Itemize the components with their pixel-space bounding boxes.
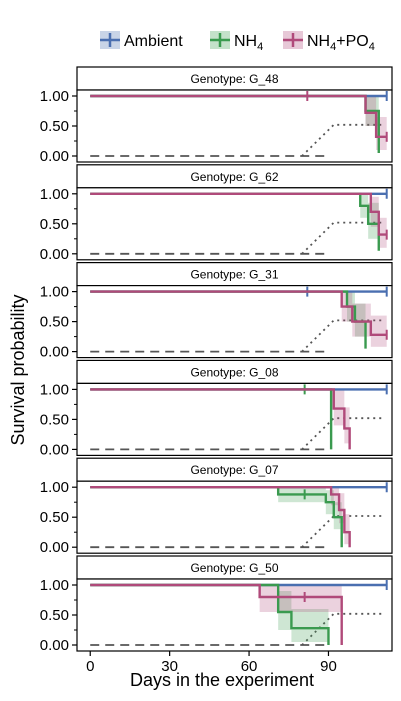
plot-area	[90, 384, 388, 451]
legend-label: Ambient	[124, 33, 183, 50]
x-tick-label: 90	[320, 658, 337, 675]
survival-line-nh4-po4	[90, 583, 343, 645]
facet-panel-g-07: Genotype: G_07 0.00 0.50 1.00	[40, 457, 393, 556]
plot-frame	[76, 578, 393, 652]
ci-band-nh4-po4	[344, 407, 350, 444]
facet-strip-label: Genotype: G_48	[190, 72, 278, 86]
legend: Ambient NH4 NH4+PO4	[100, 31, 375, 53]
plot-frame	[76, 89, 393, 163]
plot-frame	[76, 187, 393, 261]
survival-line-nh4-po4	[90, 388, 351, 450]
survival-line-nh4-po4	[90, 192, 387, 236]
y-tick-label: 0.50	[40, 216, 69, 233]
plot-area	[90, 482, 388, 549]
facet-strip-label: Genotype: G_50	[190, 561, 278, 575]
x-axis-title: Days in the experiment	[130, 670, 314, 690]
y-tick-label: 0.50	[40, 607, 69, 624]
y-tick-label: 0.50	[40, 411, 69, 428]
y-tick-label: 1.00	[40, 479, 69, 496]
x-tick-label: 0	[86, 658, 94, 675]
ci-band-nh4-po4	[378, 217, 387, 248]
survival-line-nh4-po4	[90, 94, 387, 138]
ci-band-nh4	[278, 591, 292, 630]
plot-frame	[76, 382, 393, 456]
legend-item-nh4po4: NH4+PO4	[283, 31, 375, 53]
plot-area	[90, 91, 388, 157]
x-tick-label: 30	[161, 658, 178, 675]
y-tick-label: 0.50	[40, 509, 69, 526]
y-tick-label: 1.00	[40, 284, 69, 301]
y-tick-label: 0.00	[40, 441, 69, 458]
ci-band-nh4	[368, 202, 379, 239]
facet-panel-g-50: Genotype: G_50 0.00 0.50 1.00	[40, 555, 393, 654]
plot-frame	[76, 285, 393, 359]
facet-strip-label: Genotype: G_07	[190, 463, 278, 477]
y-tick-label: 0.00	[40, 539, 69, 556]
y-tick-label: 0.00	[40, 637, 69, 654]
y-axis-title: Survival probability	[8, 294, 28, 445]
facet-panel-g-31: Genotype: G_31 0.00 0.50 1.00	[40, 262, 393, 361]
y-tick-label: 1.00	[40, 186, 69, 203]
facet-strip-label: Genotype: G_31	[190, 268, 278, 282]
y-tick-label: 0.50	[40, 118, 69, 135]
survival-line-nh4	[90, 583, 330, 645]
y-tick-label: 1.00	[40, 577, 69, 594]
y-tick-label: 0.50	[40, 314, 69, 331]
plot-area	[90, 580, 388, 646]
plot-area	[90, 188, 388, 255]
legend-label: NH4	[234, 33, 263, 53]
x-axis: 0 30 60 90	[86, 651, 337, 675]
legend-item-ambient: Ambient	[100, 31, 183, 50]
plot-area	[90, 286, 388, 353]
facet-panel-g-48: Genotype: G_48 0.00 0.50 1.00	[40, 66, 393, 165]
legend-item-nh4: NH4	[210, 31, 263, 53]
y-tick-label: 0.00	[40, 148, 69, 165]
facet-panel-g-08: Genotype: G_08 0.00 0.50 1.00	[40, 359, 393, 458]
ci-band-nh4-po4	[259, 585, 342, 612]
facet-strip-label: Genotype: G_08	[190, 365, 278, 379]
ci-band-nh4-po4	[376, 117, 387, 150]
facet-panel-g-62: Genotype: G_62 0.00 0.50 1.00	[40, 164, 393, 263]
survival-line-nh4	[90, 486, 343, 548]
legend-label: NH4+PO4	[307, 33, 375, 53]
ci-band-nh4-po4	[331, 487, 340, 506]
ci-band-nh4-po4	[339, 493, 345, 524]
y-tick-label: 1.00	[40, 88, 69, 105]
survival-line-nh4-po4	[90, 290, 387, 336]
x-tick-label: 60	[241, 658, 258, 675]
ci-band-nh4-po4	[344, 514, 350, 545]
ci-band-nh4-po4	[370, 315, 387, 347]
y-tick-label: 1.00	[40, 381, 69, 398]
ci-band-nh4	[333, 502, 342, 530]
facet-strip-label: Genotype: G_62	[190, 170, 278, 184]
ci-band-nh4	[291, 609, 329, 642]
survival-line-nh4-po4	[90, 486, 351, 548]
ci-band-nh4	[354, 303, 366, 337]
y-tick-label: 0.00	[40, 246, 69, 263]
y-tick-label: 0.00	[40, 344, 69, 361]
